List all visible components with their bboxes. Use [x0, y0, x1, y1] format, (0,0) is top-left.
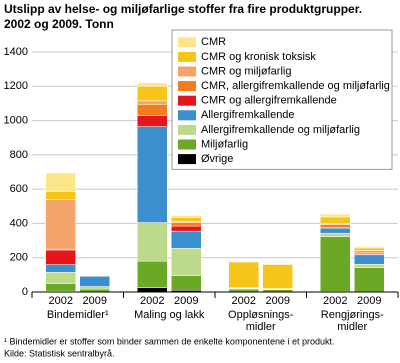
bar-segment — [320, 232, 351, 237]
bar-segment — [354, 246, 385, 249]
bar-segment — [354, 263, 385, 268]
bar-segment — [262, 289, 293, 292]
group-label: Oppløsnings- — [228, 309, 294, 321]
legend-box — [171, 29, 393, 170]
group-label: Rengjørings- — [321, 309, 384, 321]
y-tick-label: 400 — [10, 217, 28, 229]
bar-segment — [320, 224, 351, 228]
y-tick-label: 1000 — [4, 114, 28, 126]
legend-swatch — [178, 66, 196, 77]
legend-swatch — [178, 51, 196, 62]
bar-segment — [45, 264, 76, 273]
x-tick-label: 2002 — [232, 295, 256, 307]
footnote: ¹ Bindemidler er stoffer som binder samm… — [4, 336, 335, 346]
bar-segment — [171, 225, 202, 232]
bar-segment — [45, 272, 76, 284]
legend-label: CMR, allergifremkallende og miljøfarlig — [201, 80, 390, 92]
bar-segment — [45, 172, 76, 192]
bar-segment — [262, 264, 293, 289]
x-tick-label: 2002 — [140, 295, 164, 307]
bar-segment — [137, 115, 168, 127]
legend-label: Øvrige — [201, 153, 233, 165]
y-tick-label: 1400 — [4, 46, 28, 58]
x-tick-label: 2002 — [323, 295, 347, 307]
chart-subtitle: 2002 og 2009. Tonn — [4, 17, 114, 31]
bar-segment — [79, 286, 110, 290]
bar-segment — [137, 104, 168, 116]
bar-segment — [137, 100, 168, 105]
bar-segment — [320, 213, 351, 218]
bar-segment — [354, 251, 385, 255]
bar-segment — [354, 267, 385, 292]
x-tick-label: 2009 — [174, 295, 198, 307]
y-tick-label: 1200 — [4, 80, 28, 92]
bar-segment — [354, 250, 385, 253]
group-label: Bindemidler¹ — [47, 309, 109, 321]
bar-segment — [137, 82, 168, 87]
bar-segment — [354, 247, 385, 251]
y-tick-label: 800 — [10, 149, 28, 161]
x-tick-label: 2009 — [266, 295, 290, 307]
legend-swatch — [178, 95, 196, 106]
legend-label: CMR og kronisk toksisk — [201, 51, 316, 63]
bar-segment — [228, 260, 259, 263]
bar-segment — [320, 227, 351, 234]
x-tick-label: 2002 — [49, 295, 73, 307]
bar-segment — [320, 216, 351, 225]
x-tick-label: 2009 — [83, 295, 107, 307]
chart-title: Utslipp av helse- og miljøfarlige stoffe… — [4, 2, 362, 16]
legend-label: CMR og miljøfarlig — [201, 65, 291, 77]
bar-segment — [171, 217, 202, 222]
y-tick-label: 600 — [10, 183, 28, 195]
source: Kilde: Statistisk sentralbyrå. — [4, 348, 115, 358]
bar-segment — [137, 287, 168, 293]
bar-segment — [320, 236, 351, 292]
legend-label: Allergifremkallende — [201, 109, 295, 121]
legend-swatch — [178, 154, 196, 165]
bar-segment — [171, 222, 202, 227]
bar-segment — [354, 254, 385, 265]
bar-segment — [45, 199, 76, 250]
legend-swatch — [178, 81, 196, 92]
y-tick-label: 200 — [10, 252, 28, 264]
legend-swatch — [178, 124, 196, 135]
bar-segment — [45, 249, 76, 265]
group-label: midler — [337, 321, 367, 333]
bar-segment — [171, 230, 202, 249]
group-label: Maling og lakk — [134, 309, 205, 321]
bar-segment — [137, 86, 168, 102]
bar-segment — [137, 222, 168, 262]
legend-label: Miljøfarlig — [201, 138, 248, 150]
legend-swatch — [178, 37, 196, 48]
bar-segment — [228, 288, 259, 292]
x-tick-label: 2009 — [357, 295, 381, 307]
bar-segment — [79, 288, 110, 292]
bar-segment — [262, 263, 293, 265]
bar-segment — [45, 283, 76, 292]
legend-label: Allergifremkallende og miljøfarlig — [201, 124, 360, 136]
legend-swatch — [178, 139, 196, 150]
bar-segment — [171, 215, 202, 218]
bar-segment — [228, 261, 259, 288]
group-label: midler — [246, 321, 276, 333]
bar-segment — [45, 191, 76, 200]
legend-label: CMR — [201, 36, 226, 48]
y-tick-label: 0 — [22, 286, 28, 298]
bar-segment — [137, 260, 168, 288]
legend-label: CMR og allergifremkallende — [201, 95, 337, 107]
bar-segment — [137, 126, 168, 223]
bar-segment — [171, 248, 202, 276]
bar-segment — [79, 275, 110, 287]
legend-swatch — [178, 110, 196, 121]
bar-segment — [171, 275, 202, 291]
